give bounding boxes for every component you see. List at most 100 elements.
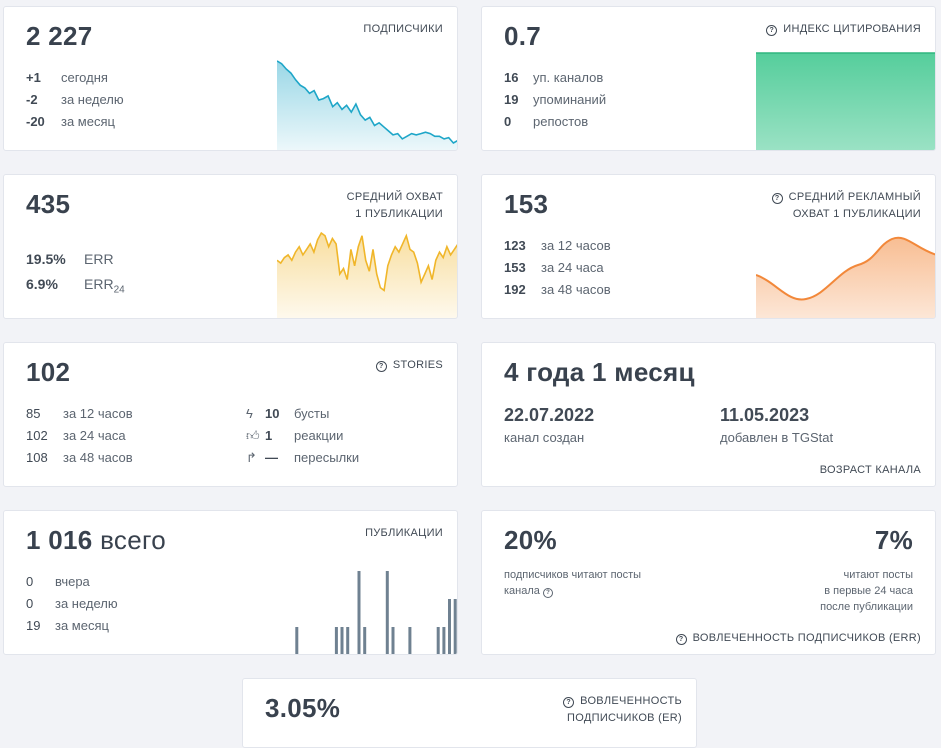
stat-label: бусты	[294, 406, 330, 421]
er-title: ? ВОВЛЕЧЕННОСТЬ ПОДПИСЧИКОВ (ER)	[563, 693, 682, 727]
stories-value: 102	[26, 357, 71, 387]
publications-bar-chart[interactable]	[277, 567, 458, 655]
publications-stats: 0 вчера 0 за неделю 19 за месяц	[26, 571, 118, 637]
title-line: 1 ПУБЛИКАЦИИ	[355, 208, 443, 220]
question-circle-icon[interactable]: ?	[766, 25, 778, 36]
text-line: после публикации	[820, 601, 913, 613]
stat-value: 102	[26, 428, 48, 443]
stat-row-reposts: 0 репостов	[504, 111, 606, 133]
stat-label: упоминаний	[533, 92, 607, 107]
stat-row-today: +1 сегодня	[26, 67, 124, 89]
stat-value: —	[265, 450, 278, 465]
stat-label: уп. каналов	[533, 70, 604, 85]
publications-unit: всего	[100, 525, 166, 555]
stories-card[interactable]: 102 ? STORIES 85 за 12 часов 102 за 24 часа…	[3, 342, 458, 487]
publication-bar	[391, 627, 395, 654]
publication-bar	[357, 571, 361, 654]
citation-index-value: 0.7	[504, 21, 542, 51]
thumbs-up-icon: 👍︎	[246, 428, 260, 443]
stat-label: реакции	[294, 428, 344, 443]
stat-row-24h: 153 за 24 часа	[504, 257, 611, 279]
created-label: канал создан	[504, 430, 585, 445]
subscribers-title: ПОДПИСЧИКИ	[363, 23, 443, 35]
stat-value: 153	[504, 260, 526, 275]
stat-row-week: 0 за неделю	[26, 593, 118, 615]
stat-row-12h: 85 за 12 часов	[26, 403, 133, 425]
stat-row-month: -20 за месяц	[26, 111, 124, 133]
stat-row-24h: 102 за 24 часа	[26, 425, 133, 447]
text-line: канала	[504, 585, 540, 597]
err-stats: 19.5% ERR 6.9% ERR24	[26, 247, 125, 303]
publications-title: ПУБЛИКАЦИИ	[365, 527, 443, 539]
subscribers-card[interactable]: 2 227 ПОДПИСЧИКИ +1 сегодня -2 за неделю -…	[3, 6, 458, 151]
stat-value: 19	[26, 618, 41, 633]
stat-label: вчера	[55, 574, 90, 589]
publication-bar	[295, 627, 299, 654]
channel-age-card[interactable]: 4 года 1 месяц 22.07.2022 канал создан 1…	[481, 342, 936, 487]
stories-engagement-stats: ϟ 10 бусты 👍︎ 1 реакции ↱ — пересылки	[246, 403, 359, 469]
ad-reach-area	[756, 237, 935, 318]
subscribers-sparkline[interactable]	[277, 55, 458, 151]
stat-label: за 48 часов	[63, 450, 133, 465]
publication-bar	[408, 627, 412, 654]
err-right-value: 7%	[874, 525, 913, 555]
stories-title: ? STORIES	[375, 357, 443, 374]
lightning-icon: ϟ	[246, 406, 253, 421]
title-line: ОХВАТ 1 ПУБЛИКАЦИИ	[792, 208, 921, 220]
stat-value: 123	[504, 238, 526, 253]
stat-value: 108	[26, 450, 48, 465]
question-circle-icon[interactable]: ?	[771, 193, 783, 204]
sparkline-area	[277, 61, 457, 150]
stat-value: 0	[26, 596, 34, 611]
sparkline-area	[277, 233, 457, 318]
publication-bar	[363, 627, 367, 654]
stat-value: 19	[504, 92, 519, 107]
question-circle-icon[interactable]: ?	[563, 697, 575, 708]
er-card[interactable]: 3.05% ? ВОВЛЕЧЕННОСТЬ ПОДПИСЧИКОВ (ER)	[242, 678, 697, 748]
avg-reach-card[interactable]: 435 СРЕДНИЙ ОХВАТ 1 ПУБЛИКАЦИИ 19.5% ERR 6…	[3, 174, 458, 319]
text-line-with-icon: канала ?	[504, 583, 641, 599]
err-left-value: 20%	[504, 525, 557, 555]
citation-card[interactable]: 0.7 ? ИНДЕКС ЦИТИРОВАНИЯ 16 уп. каналов 19…	[481, 6, 936, 151]
title-line: СРЕДНИЙ РЕКЛАМНЫЙ	[788, 191, 921, 203]
text-line: в первые 24 часа	[824, 585, 913, 597]
stat-label: за 12 часов	[541, 238, 611, 253]
stat-label: сегодня	[61, 70, 108, 85]
forward-arrow-icon: ↱	[246, 450, 257, 465]
text-line: читают посты	[843, 569, 913, 581]
stat-label: ERR	[84, 251, 114, 267]
stat-label: за неделю	[55, 596, 118, 611]
added-date: 11.05.2023	[720, 405, 810, 425]
stat-row-week: -2 за неделю	[26, 89, 124, 111]
question-circle-icon[interactable]: ?	[675, 634, 687, 645]
publications-total: 1 016 всего	[26, 525, 166, 556]
reactions-row: 👍︎ 1 реакции	[246, 425, 359, 447]
stat-label: пересылки	[294, 450, 360, 465]
er-value: 3.05%	[265, 693, 341, 723]
stat-value: +1	[26, 70, 41, 85]
err-row: 19.5% ERR	[26, 247, 125, 272]
stat-label: за 12 часов	[63, 406, 133, 421]
err-card[interactable]: 20% 7% подписчиков читают посты канала ?…	[481, 510, 936, 655]
stories-views-stats: 85 за 12 часов 102 за 24 часа 108 за 48 час…	[26, 403, 133, 469]
sparkline-line	[277, 231, 457, 292]
stat-row-48h: 108 за 48 часов	[26, 447, 133, 469]
stat-value: 19.5%	[26, 251, 66, 267]
stat-label: за месяц	[55, 618, 109, 633]
ad-reach-title: ? СРЕДНИЙ РЕКЛАМНЫЙ ОХВАТ 1 ПУБЛИКАЦИИ	[771, 189, 921, 223]
publications-card[interactable]: 1 016 всего ПУБЛИКАЦИИ 0 вчера 0 за неделю…	[3, 510, 458, 655]
citation-chart[interactable]	[756, 51, 936, 151]
question-circle-icon[interactable]: ?	[542, 588, 553, 598]
citation-title: ? ИНДЕКС ЦИТИРОВАНИЯ	[766, 21, 921, 38]
stat-label: за 48 часов	[541, 282, 611, 297]
created-date: 22.07.2022	[504, 405, 595, 425]
question-circle-icon[interactable]: ?	[375, 361, 387, 372]
created-block: 22.07.2022 канал создан	[504, 405, 594, 445]
stat-value: 85	[26, 406, 41, 421]
stat-row-month: 19 за месяц	[26, 615, 118, 637]
avg-reach-sparkline[interactable]	[277, 227, 458, 319]
stat-sub: 24	[113, 284, 125, 296]
ad-reach-card[interactable]: 153 ? СРЕДНИЙ РЕКЛАМНЫЙ ОХВАТ 1 ПУБЛИКАЦИИ…	[481, 174, 936, 319]
forwards-row: ↱ — пересылки	[246, 447, 359, 469]
ad-reach-chart[interactable]	[756, 227, 936, 319]
